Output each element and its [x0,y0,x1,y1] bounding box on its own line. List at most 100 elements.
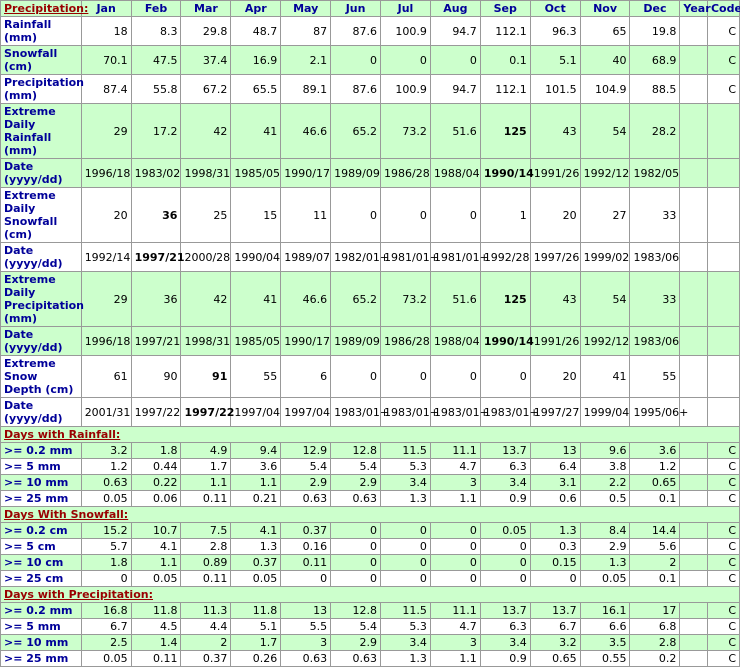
cell: 1.3 [380,650,431,667]
cell: 0 [479,554,531,571]
cell [679,45,708,75]
cell: 1995/06+ [629,397,688,427]
column-header: Code [706,0,740,17]
cell: 0.16 [280,538,332,555]
cell: C [706,618,740,635]
cell: 29.8 [180,16,232,46]
cell [679,554,708,571]
cell: 18 [80,16,132,46]
cell: 73.2 [380,103,431,159]
cell: 9.4 [230,442,282,459]
table-row: Precipitation (mm) 87.4 55.8 67.2 65.5 89.1 87… [0,74,740,104]
cell: 6.7 [529,618,581,635]
cell: C [706,570,740,587]
cell: 20 [529,187,581,243]
table-row: Date (yyyy/dd) 1992/14 1997/21 2000/28 1990/… [0,242,740,272]
cell: 94.7 [429,16,481,46]
cell [679,538,708,555]
cell [679,397,708,427]
cell: 1992/12 [579,158,631,188]
cell: 0 [529,570,581,587]
cell: 1983/06 [629,242,681,272]
cell: 1982/01+ [330,242,389,272]
cell: 14.4 [629,522,681,539]
cell: 33 [629,187,681,243]
cell: 54 [579,271,631,327]
cell: C [706,554,740,571]
row-label: >= 10 mm [0,474,82,491]
cell [679,355,708,398]
cell: 11.1 [429,442,481,459]
column-header: Dec [629,0,681,17]
cell: 40 [579,45,631,75]
cell: 3.8 [579,458,631,475]
row-label: Snowfall (cm) [0,45,82,75]
cell: 1.8 [130,442,182,459]
cell: 125 [479,103,531,159]
cell [679,74,708,104]
cell: 2 [180,634,232,651]
cell: 8.3 [130,16,182,46]
cell: 29 [80,103,132,159]
cell: 1989/09 [330,158,382,188]
cell: 2.9 [280,474,332,491]
cell: 1990/04 [230,242,282,272]
cell: 4.5 [130,618,182,635]
table-row: Date (yyyy/dd) 1996/18 1983/02 1998/31 1985/… [0,158,740,188]
cell [679,634,708,651]
table-row: Precipitation: Jan Feb Mar Apr May Jun Jul Aug Se… [0,0,740,17]
cell: 4.9 [180,442,232,459]
cell: 4.1 [230,522,282,539]
table-row: >= 10 cm 1.8 1.1 0.89 0.37 0.11 0 0 0 0 0.15 1.3 2 C [0,554,740,571]
cell: 1996/18 [80,326,132,356]
cell: C [706,474,740,491]
cell: 0.05 [579,570,631,587]
cell: 1 [479,187,531,243]
row-label: >= 10 cm [0,554,82,571]
cell: 1997/21 [130,242,185,272]
cell: 51.6 [429,103,481,159]
cell: C [706,458,740,475]
cell [679,16,708,46]
cell: 1988/04 [429,158,481,188]
cell: 2.8 [180,538,232,555]
table-row: >= 0.2 cm 15.2 10.7 7.5 4.1 0.37 0 0 0 0.05 1.3 8.4… [0,522,740,539]
cell: 5.6 [629,538,681,555]
cell: 1.1 [180,474,232,491]
cell: 1998/31 [180,326,232,356]
cell: 13.7 [479,602,531,619]
cell: 2001/31 [80,397,132,427]
cell: 0.63 [280,650,332,667]
cell: 9.6 [579,442,631,459]
cell: 11.5 [380,602,431,619]
cell [679,187,708,243]
cell: 36 [130,271,182,327]
cell: 46.6 [280,271,332,327]
cell: 0.2 [629,650,681,667]
cell: 2.9 [330,474,382,491]
table-row: Snowfall (cm) 70.1 47.5 37.4 16.9 2.1 0 0 0 0.1 5.… [0,45,740,75]
cell: 43 [529,271,581,327]
cell: 0.05 [80,490,132,507]
cell: 3 [429,474,481,491]
cell: C [706,16,740,46]
cell: 5.1 [529,45,581,75]
cell: 0 [380,45,431,75]
cell: 65.2 [330,271,382,327]
cell: 112.1 [479,74,531,104]
cell [706,397,740,427]
cell: 0.05 [80,650,132,667]
cell: 0.37 [280,522,332,539]
row-label: >= 5 mm [0,458,82,475]
table-row: >= 25 cm 0 0.05 0.11 0.05 0 0 0 0 0 0 0.05 0.1 C [0,570,740,587]
table-row: >= 5 mm 1.2 0.44 1.7 3.6 5.4 5.4 5.3 4.7 6.3 6.4 3.… [0,458,740,475]
cell: 55 [629,355,681,398]
cell: 20 [529,355,581,398]
row-label: Extreme Daily Precipitation (mm) [0,271,84,327]
cell [706,158,740,188]
cell: 48.7 [230,16,282,46]
column-header: Year [679,0,711,17]
row-label: Extreme Daily Rainfall (mm) [0,103,82,159]
cell: 13.7 [479,442,531,459]
